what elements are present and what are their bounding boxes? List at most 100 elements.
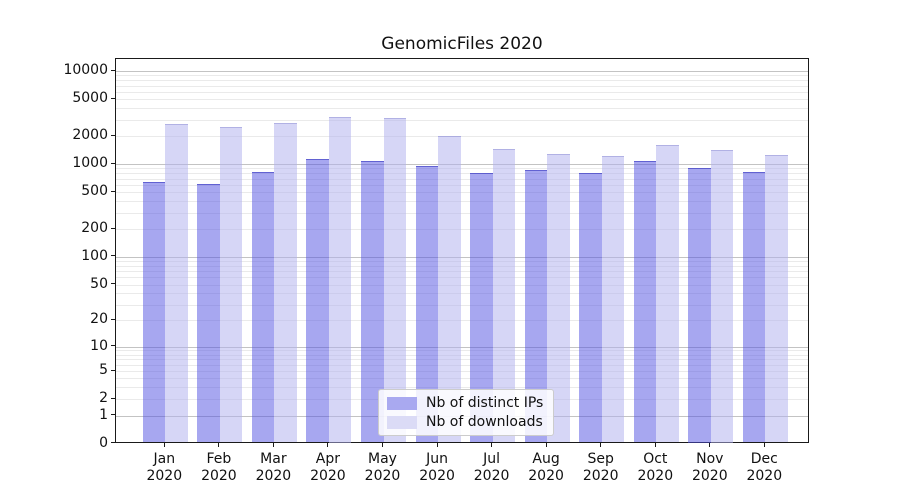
- x-tick-label: Jun 2020: [405, 451, 469, 485]
- bar-distinct-ips: [579, 173, 602, 443]
- minor-gridline: [116, 387, 808, 389]
- legend-row: Nb of distinct IPs: [387, 395, 543, 411]
- x-tick-label-line: Jan: [153, 450, 176, 467]
- x-tick-label-line: Aug: [532, 450, 560, 467]
- major-gridline: [116, 346, 808, 348]
- x-tick-label-line: Apr: [315, 450, 340, 467]
- minor-gridline: [116, 364, 808, 366]
- x-tick-label: Jul 2020: [460, 451, 524, 485]
- bar-downloads: [492, 149, 516, 443]
- x-tick-label-line: 2020: [310, 467, 346, 484]
- x-tick-label-line: Mar: [260, 450, 287, 467]
- bar-distinct-ips: [742, 172, 766, 443]
- bar-downloads: [656, 144, 679, 443]
- y-tick-mark: [111, 442, 115, 443]
- bar-distinct-ips: [197, 184, 220, 443]
- minor-gridline: [116, 75, 808, 77]
- y-tick-label: 5000: [72, 90, 108, 107]
- y-tick-mark: [111, 318, 115, 320]
- minor-gridline: [116, 350, 808, 352]
- x-tick-label-line: 2020: [473, 467, 510, 484]
- x-tick-label: Apr 2020: [296, 451, 360, 485]
- y-tick-label: 2: [99, 390, 108, 407]
- x-tick-mark: [545, 443, 547, 447]
- bar-downloads: [710, 150, 734, 443]
- y-tick-mark: [111, 345, 115, 346]
- x-tick-label-line: 2020: [691, 467, 728, 484]
- y-tick-label: 0: [99, 434, 108, 451]
- minor-gridline: [116, 261, 808, 263]
- y-tick-label: 50: [90, 275, 108, 292]
- x-tick-label: Feb 2020: [187, 451, 251, 485]
- minor-gridline: [116, 371, 808, 373]
- minor-gridline: [116, 91, 808, 93]
- y-tick-mark: [111, 190, 115, 192]
- legend-row: Nb of downloads: [387, 414, 543, 430]
- y-tick-label: 1000: [72, 155, 108, 172]
- bar-distinct-ips: [633, 161, 657, 443]
- x-tick-mark: [218, 443, 220, 447]
- minor-gridline: [116, 378, 808, 380]
- y-tick-label: 100: [81, 247, 108, 264]
- minor-gridline: [116, 178, 808, 180]
- y-tick-label: 10: [90, 337, 108, 354]
- minor-gridline: [116, 293, 808, 295]
- y-tick-label: 200: [81, 220, 108, 237]
- bar-downloads: [274, 122, 297, 443]
- x-tick-label-line: Nov: [696, 450, 724, 467]
- x-tick-mark: [272, 443, 274, 447]
- minor-gridline: [116, 271, 808, 273]
- y-tick-mark: [111, 134, 115, 136]
- x-tick-label: Oct 2020: [623, 451, 687, 485]
- plot-area: [115, 58, 809, 443]
- x-tick-label-line: 2020: [419, 467, 455, 484]
- x-tick-label-line: Dec: [750, 450, 778, 467]
- x-tick-label-line: 2020: [746, 467, 783, 484]
- x-tick-label-line: 2020: [637, 467, 674, 484]
- x-tick-label-line: Oct: [643, 450, 668, 467]
- bar-downloads: [383, 118, 406, 443]
- minor-gridline: [116, 108, 808, 110]
- minor-gridline: [116, 192, 808, 194]
- minor-gridline: [116, 201, 808, 203]
- y-tick-label: 500: [81, 183, 108, 200]
- legend-swatch-distinct-ips: [387, 396, 417, 410]
- x-tick-label: Jan 2020: [132, 451, 196, 485]
- bar-downloads: [219, 126, 243, 443]
- x-tick-mark: [327, 443, 329, 447]
- bar-downloads: [165, 123, 188, 443]
- y-tick-mark: [111, 414, 115, 415]
- bar-downloads: [601, 155, 625, 443]
- x-tick-label-line: 2020: [364, 467, 401, 484]
- x-tick-mark: [600, 443, 602, 447]
- x-tick-label: May 2020: [351, 451, 415, 485]
- x-tick-label: Mar 2020: [241, 451, 305, 485]
- legend-label: Nb of distinct IPs: [426, 395, 544, 411]
- y-tick-mark: [111, 69, 115, 71]
- bar-distinct-ips: [470, 172, 493, 443]
- bar-distinct-ips: [415, 166, 439, 443]
- legend: Nb of distinct IPs Nb of downloads: [378, 389, 555, 436]
- minor-gridline: [116, 277, 808, 279]
- bar-distinct-ips: [688, 168, 711, 443]
- minor-gridline: [116, 320, 808, 322]
- y-tick-label: 5: [99, 362, 108, 379]
- minor-gridline: [116, 212, 808, 214]
- minor-gridline: [116, 119, 808, 121]
- minor-gridline: [116, 136, 808, 138]
- y-tick-mark: [111, 397, 115, 399]
- y-tick-mark: [111, 369, 115, 371]
- x-tick-label: Nov 2020: [678, 451, 742, 485]
- x-tick-label: Aug 2020: [514, 451, 578, 485]
- legend-swatch-downloads: [387, 415, 417, 429]
- bar-downloads: [547, 153, 570, 443]
- minor-gridline: [116, 168, 808, 170]
- minor-gridline: [116, 265, 808, 267]
- minor-gridline: [116, 359, 808, 361]
- bar-distinct-ips: [306, 158, 329, 443]
- legend-label: Nb of downloads: [426, 414, 543, 430]
- minor-gridline: [116, 229, 808, 231]
- x-tick-label: Sep 2020: [569, 451, 633, 485]
- minor-gridline: [116, 80, 808, 82]
